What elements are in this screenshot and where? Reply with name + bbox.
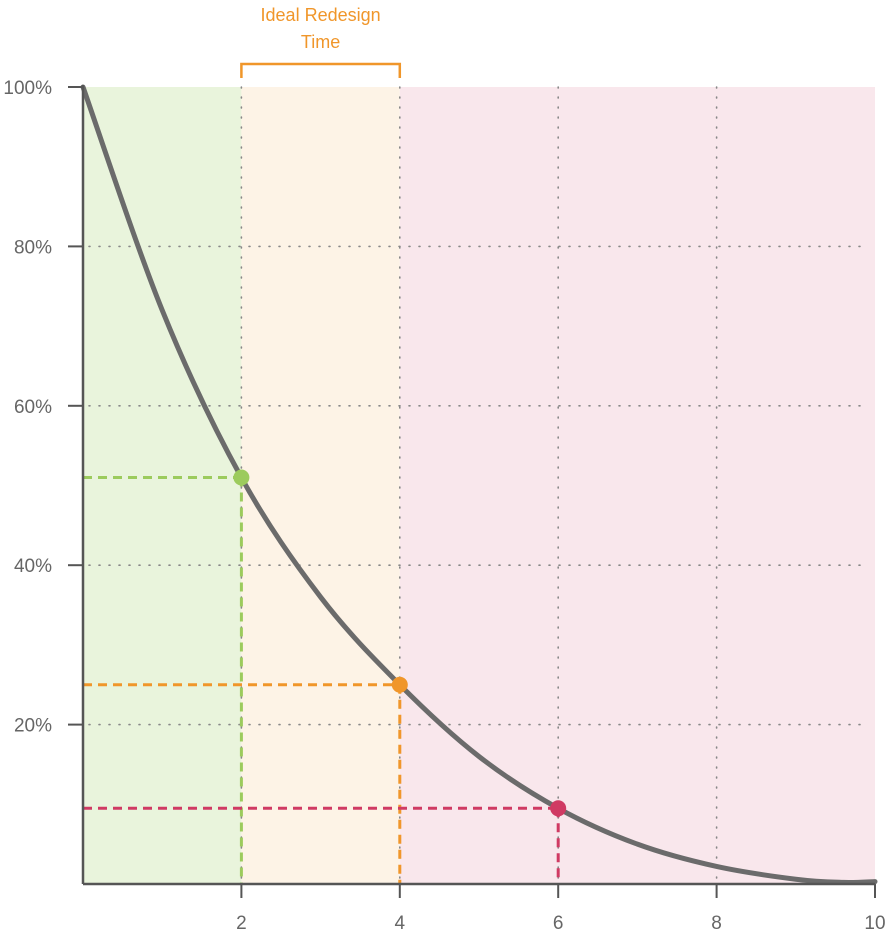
- y-tick-label-100: 100%: [3, 78, 52, 99]
- annotation-line-2: Time: [300, 32, 341, 52]
- y-tick-label-80: 80%: [14, 237, 52, 258]
- y-tick-label-20: 20%: [14, 716, 52, 737]
- region-2: [241, 87, 400, 884]
- ideal-redesign-annotation: Ideal Redesign Time: [241, 2, 399, 56]
- series-line-1: [80, 84, 878, 885]
- x-tick-label-2: 2: [236, 913, 247, 934]
- highlight-point-2: [391, 676, 408, 693]
- y-tick-label-60: 60%: [14, 397, 52, 418]
- highlight-point-3: [550, 800, 567, 817]
- x-tick-label-4: 4: [395, 913, 406, 934]
- region-1: [83, 87, 242, 884]
- x-tick-label-8: 8: [711, 913, 722, 934]
- annotation-line-1: Ideal Redesign: [260, 5, 381, 25]
- region-3: [399, 87, 875, 884]
- x-tick-label-6: 6: [553, 913, 564, 934]
- highlight-point-1: [233, 469, 250, 486]
- y-tick-label-40: 40%: [14, 556, 52, 577]
- x-tick-label-10: 10: [864, 913, 885, 934]
- annotation-bracket: [240, 62, 402, 78]
